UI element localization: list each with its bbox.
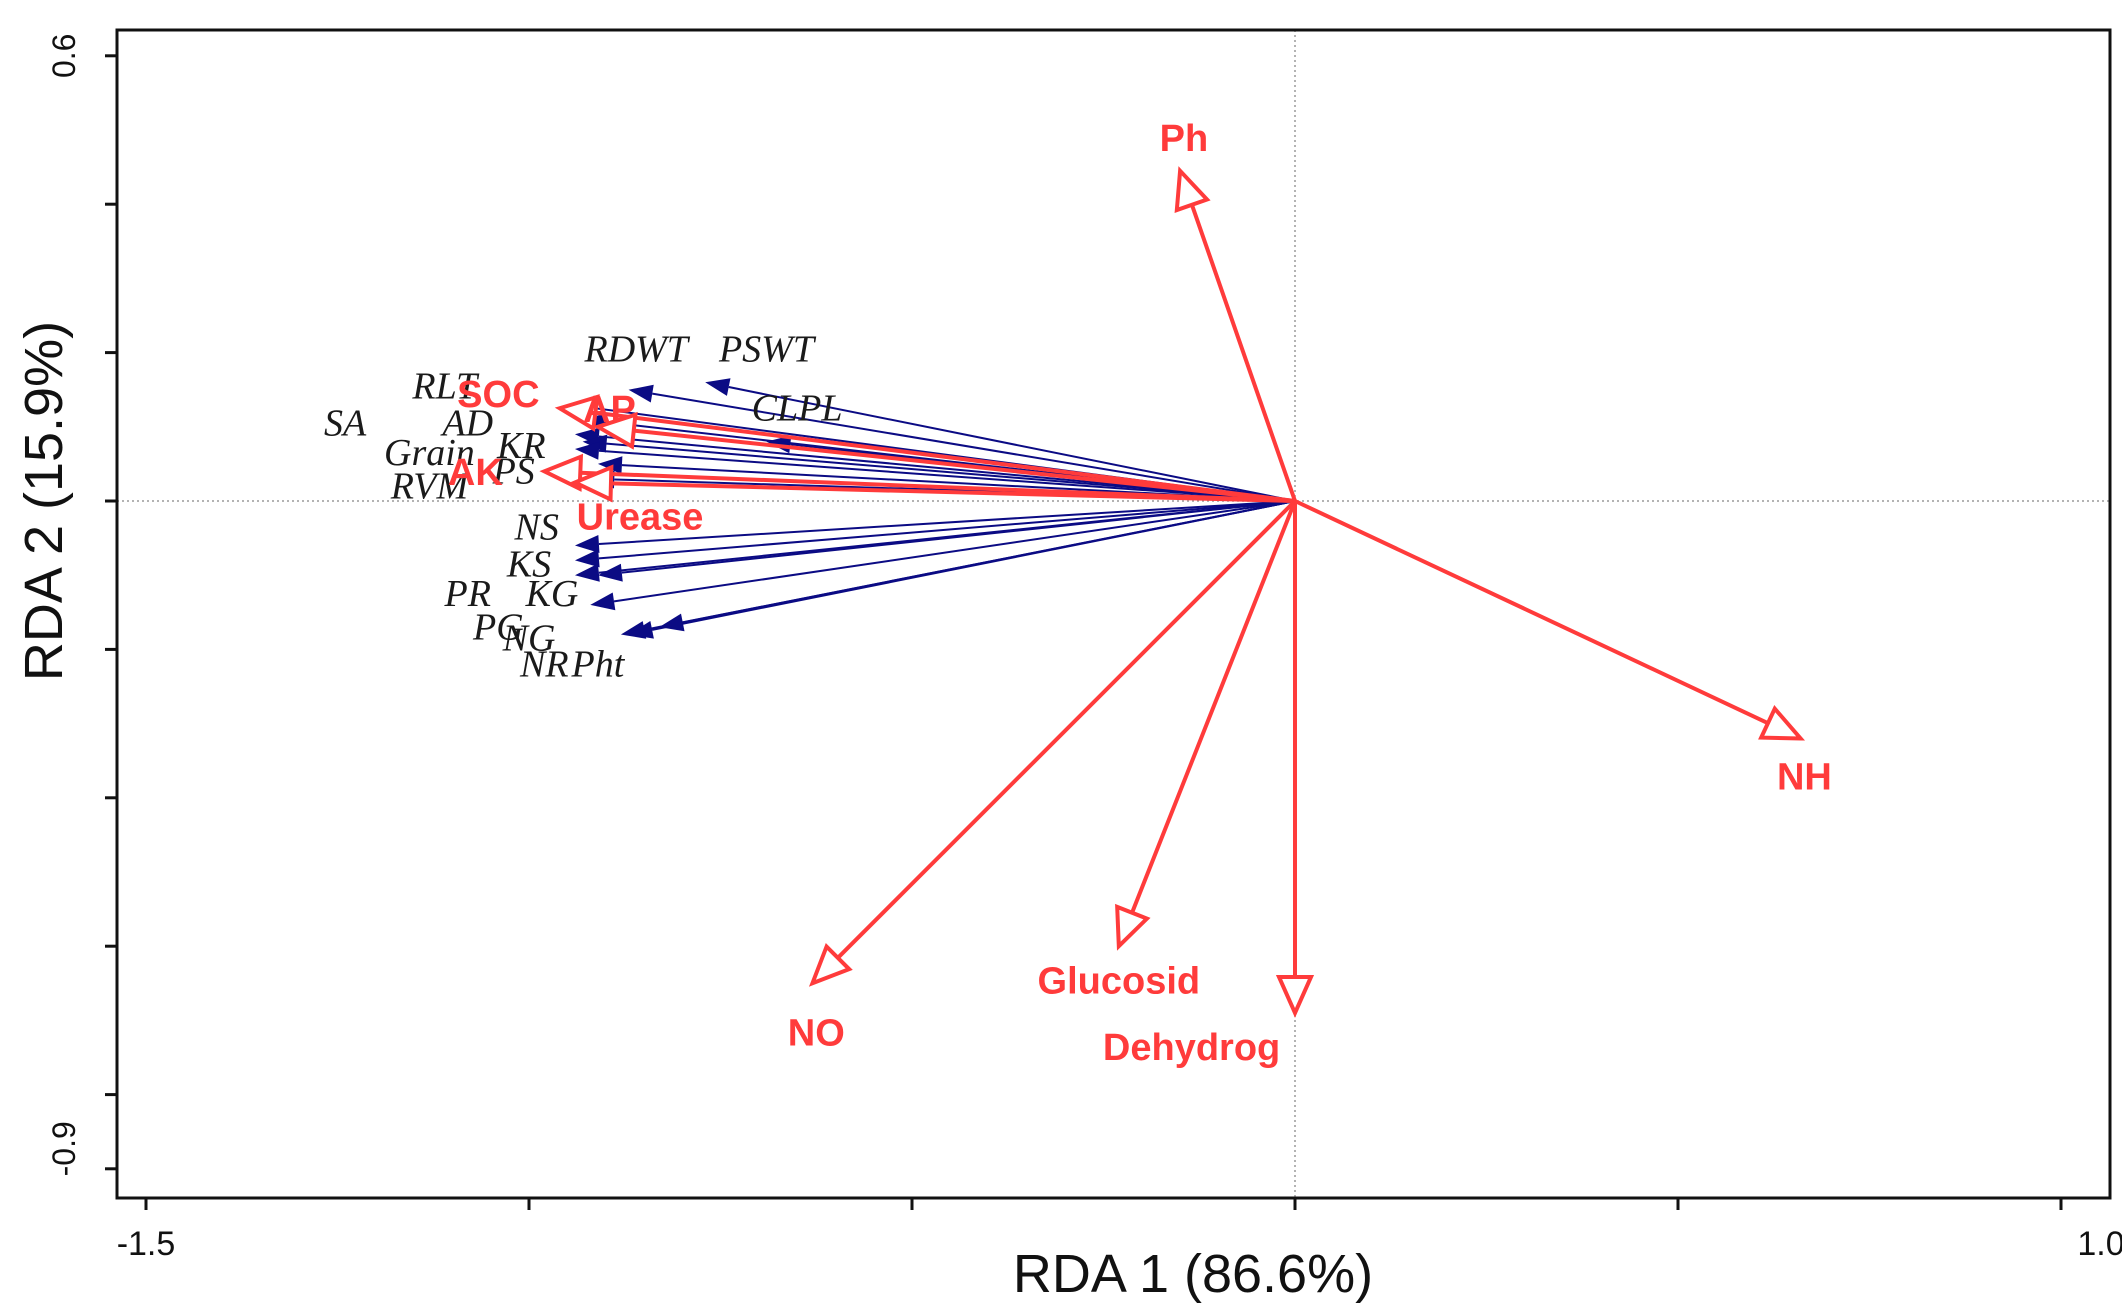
arrow-head [1174, 166, 1211, 213]
arrow-shaft [598, 500, 1296, 546]
label-kr: KR [496, 425, 546, 467]
arrow-head [574, 563, 600, 582]
arrow-pg [590, 500, 1296, 611]
label-ps: PS [492, 451, 535, 493]
label-rdwt: RDWT [584, 328, 691, 370]
arrow-head [1115, 903, 1151, 951]
response-variable-arrows [567, 378, 1296, 639]
arrow-shaft [633, 428, 1296, 503]
y-axis-ticks [105, 54, 117, 1171]
label-sa: SA [324, 403, 367, 445]
arrow-urease [570, 464, 1296, 503]
x-axis-ticks [144, 1198, 2063, 1210]
label-pswt: PSWT [718, 328, 817, 370]
label-nr: NR [519, 644, 569, 686]
y-tick-label-max: 0.6 [46, 34, 82, 78]
arrow-pht [659, 500, 1296, 632]
arrow-shaft [1294, 499, 1769, 725]
arrow-head [574, 549, 600, 568]
arrow-head [1275, 974, 1315, 1018]
arrow-shaft [682, 500, 1296, 624]
arrow-nh [1294, 499, 1806, 741]
y-tick-label-min: -0.9 [46, 1121, 82, 1176]
arrow-shaft [836, 499, 1297, 960]
arrow-head [597, 456, 623, 475]
arrow-head [1758, 705, 1806, 741]
arrow-head [808, 942, 853, 987]
arrow-shaft [1130, 500, 1297, 914]
arrow-glucosid [1115, 500, 1297, 951]
arrow-ph [1174, 166, 1297, 502]
arrow-shaft [613, 500, 1296, 603]
arrow-ns [574, 500, 1296, 554]
plot-frame [115, 28, 2112, 1200]
label-dehydrog: Dehydrog [1103, 1027, 1280, 1069]
arrow-head [574, 535, 600, 554]
arrow-ks [574, 500, 1296, 568]
x-axis-label: RDA 1 (86.6%) [1013, 1244, 1373, 1304]
x-tick-label-max: 1.0 [2077, 1225, 2122, 1263]
label-ph: Ph [1160, 118, 1209, 160]
arrow-no [808, 499, 1297, 987]
origin-lines [117, 30, 2110, 1198]
arrow-head [554, 394, 600, 432]
environmental-variable-arrows [539, 166, 1806, 1018]
arrow-head [628, 621, 654, 639]
label-ns: NS [513, 506, 558, 548]
arrow-pswt [705, 378, 1296, 502]
label-grain: Grain [384, 432, 475, 474]
arrow-shaft [598, 500, 1296, 560]
arrow-shaft [610, 481, 1296, 503]
arrow-shaft [595, 410, 1296, 503]
environmental-variable-labels: Ph SOC AP AK Urease NH NO Glucosid Dehydrog [448, 118, 1832, 1069]
arrow-head [593, 411, 638, 450]
arrow-kg [597, 500, 1296, 582]
arrow-head [590, 592, 616, 611]
arrow-shaft [621, 500, 1296, 574]
label-no: NO [788, 1012, 845, 1054]
label-ak: AK [448, 452, 503, 494]
label-glucosid: Glucosid [1038, 960, 1201, 1002]
label-soc: SOC [457, 374, 539, 416]
label-urease: Urease [577, 497, 704, 539]
arrow-head [539, 453, 584, 492]
label-ks: KS [506, 543, 551, 585]
arrow-shaft [598, 449, 1296, 502]
arrow-soc [554, 394, 1296, 503]
label-ng: NG [502, 618, 556, 660]
label-ap: AP [583, 389, 636, 431]
arrow-ap [593, 411, 1296, 503]
arrow-head [597, 563, 623, 582]
arrow-rdwt [628, 384, 1296, 502]
arrow-head [574, 441, 600, 460]
arrow-head [659, 613, 685, 632]
arrow-dehydrog [1275, 501, 1315, 1018]
arrow-head [705, 378, 731, 396]
arrow-shaft [728, 386, 1296, 502]
arrow-head [628, 384, 654, 403]
x-tick-label-min: -1.5 [117, 1225, 176, 1263]
label-pr: PR [444, 573, 491, 615]
arrow-grain [574, 441, 1296, 502]
y-axis-label: RDA 2 (15.9%) [14, 321, 74, 681]
axis-text: -1.5 1.0 0.6 -0.9 RDA 1 (86.6%) RDA 2 (1… [14, 34, 2122, 1304]
arrow-shaft [606, 442, 1296, 502]
label-pht: Pht [571, 644, 626, 686]
label-nh: NH [1777, 756, 1832, 798]
arrow-shaft [652, 392, 1296, 502]
arrow-head [570, 464, 614, 503]
label-kg: KG [525, 573, 579, 615]
label-pg: PG [472, 607, 524, 649]
plot-frame-rect [115, 28, 2112, 1200]
arrow-shaft [1190, 204, 1297, 502]
label-rvm: RVM [390, 466, 471, 508]
label-rlt: RLT [411, 365, 480, 407]
label-ad: AD [439, 403, 493, 445]
label-clpl: CLPL [752, 388, 843, 430]
